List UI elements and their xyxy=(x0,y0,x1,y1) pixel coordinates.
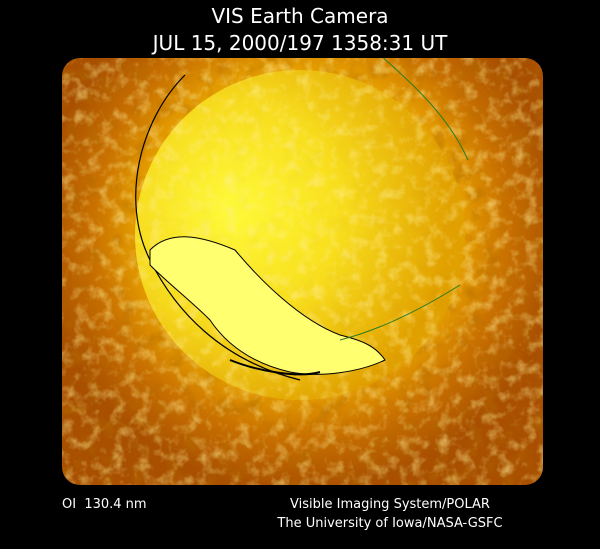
title: VIS Earth Camera xyxy=(211,4,388,28)
institution-label: The University of Iowa/NASA-GSFC xyxy=(276,516,502,531)
instrument-label: Visible Imaging System/POLAR xyxy=(290,497,490,512)
earth-image xyxy=(62,58,543,485)
timestamp: JUL 15, 2000/197 1358:31 UT xyxy=(151,31,448,55)
filter-label: OI 130.4 nm xyxy=(62,497,147,512)
